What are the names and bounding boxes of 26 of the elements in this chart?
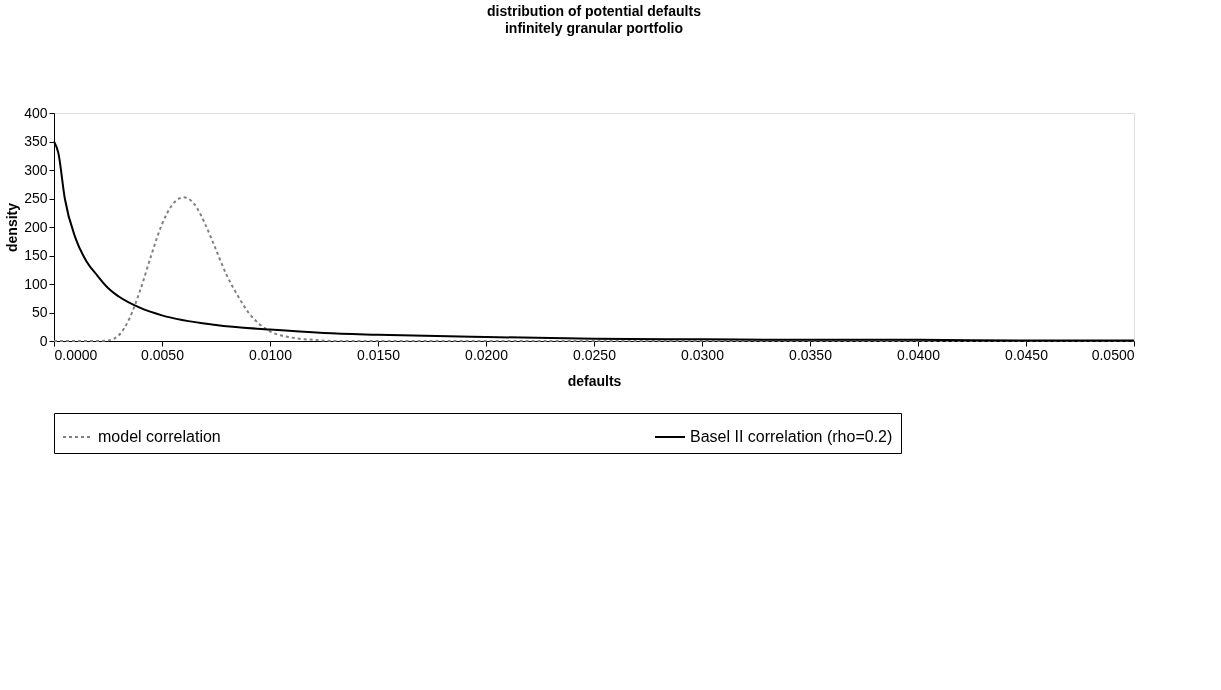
x-tick-label: 0.0000 <box>54 346 98 363</box>
x-tick-label: 0.0050 <box>141 346 185 363</box>
x-tick-label: 0.0350 <box>789 346 833 363</box>
y-tick-label: 100 <box>24 275 48 292</box>
y-tick-label: 50 <box>31 304 48 320</box>
x-tick-label: 0.0300 <box>681 346 725 363</box>
x-tick-label: 0.0400 <box>897 346 941 363</box>
x-tick-label: 0.0100 <box>249 346 293 363</box>
y-tick-label: 300 <box>24 161 48 178</box>
legend-label: Basel II correlation (rho=0.2) <box>690 428 893 445</box>
x-tick-label: 0.0200 <box>465 346 509 363</box>
y-tick-label: 0 <box>39 332 48 349</box>
y-tick-label: 250 <box>24 190 48 206</box>
y-tick-label: 400 <box>24 104 48 121</box>
y-tick-label: 200 <box>24 218 48 235</box>
chart-subtitle: infinitely granular portfolio <box>504 20 684 36</box>
x-tick-label: 0.0500 <box>1091 346 1135 363</box>
x-tick-label: 0.0150 <box>357 346 401 363</box>
chart-title: distribution of potential defaults <box>487 3 702 19</box>
x-tick-label: 0.0450 <box>1005 346 1049 363</box>
y-tick-label: 350 <box>24 133 48 149</box>
legend-label: model correlation <box>98 428 221 445</box>
x-tick-label: 0.0250 <box>573 346 617 363</box>
y-tick-label: 150 <box>24 247 48 263</box>
y-axis-title: density <box>4 202 21 253</box>
x-axis-title: defaults <box>567 372 622 389</box>
